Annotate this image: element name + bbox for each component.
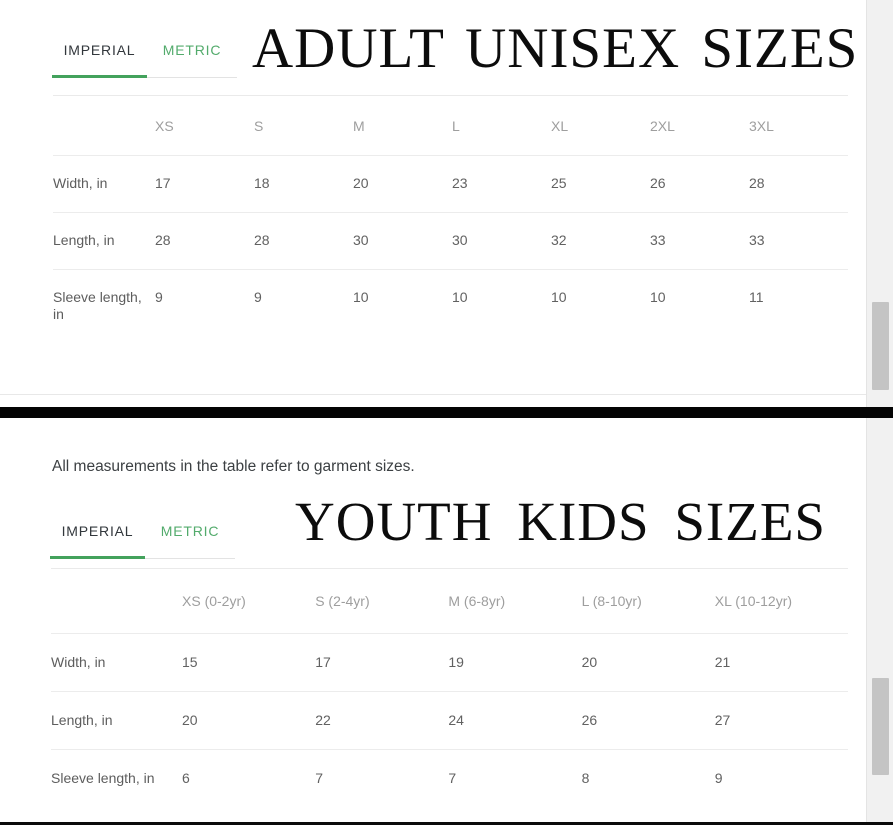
size-column-header: XL (10-12yr) <box>714 568 848 634</box>
section-divider-bar <box>0 407 893 418</box>
table-row: Length, in 20 22 24 26 27 <box>51 691 848 750</box>
size-value: 10 <box>452 289 468 305</box>
tab-metric[interactable]: METRIC <box>162 42 222 58</box>
tab-imperial[interactable]: IMPERIAL <box>61 523 134 539</box>
size-value: 28 <box>155 212 254 270</box>
table-row: Width, in 15 17 19 20 21 <box>51 633 848 692</box>
youth-sizes-panel: All measurements in the table refer to g… <box>0 418 893 822</box>
measurements-note: All measurements in the table refer to g… <box>52 458 415 475</box>
adult-scrollbar-track[interactable] <box>866 0 893 407</box>
youth-scrollbar-thumb[interactable] <box>872 678 889 775</box>
size-value: 24 <box>448 691 582 750</box>
active-tab-underline <box>50 556 145 559</box>
size-value: 26 <box>650 155 749 213</box>
size-value: 23 <box>452 155 551 213</box>
size-value: 30 <box>452 212 551 270</box>
size-column-header: XL <box>551 95 650 156</box>
size-value: 33 <box>650 212 749 270</box>
youth-size-table: XS (0-2yr) S (2-4yr) M (6-8yr) L (8-10yr) XL… <box>51 568 848 807</box>
size-column-header: XS <box>155 95 254 156</box>
size-value: 17 <box>315 633 449 692</box>
size-value: 9 <box>155 289 163 305</box>
measurement-label: Width, in <box>53 155 155 213</box>
size-value: 9 <box>714 770 723 786</box>
adult-sizes-panel: IMPERIAL METRIC ADULT UNISEX SIZES XS S M L… <box>0 0 893 407</box>
size-value: 26 <box>581 691 715 750</box>
size-value: 28 <box>254 212 353 270</box>
size-value: 20 <box>182 691 316 750</box>
size-value: 7 <box>315 770 323 786</box>
measurement-label: Sleeve length, in <box>51 770 155 786</box>
corner-cell <box>51 568 182 634</box>
adult-scrollbar-thumb[interactable] <box>872 302 889 390</box>
size-value: 6 <box>182 770 190 786</box>
size-value: 27 <box>714 691 848 750</box>
active-tab-underline <box>52 75 147 78</box>
size-column-header: L (8-10yr) <box>581 568 715 634</box>
size-value: 20 <box>353 155 452 213</box>
size-column-header: M <box>353 95 452 156</box>
size-value: 17 <box>155 155 254 213</box>
size-column-header: S (2-4yr) <box>315 568 449 634</box>
size-value: 20 <box>581 633 715 692</box>
tab-imperial[interactable]: IMPERIAL <box>63 42 136 58</box>
table-row: Width, in 17 18 20 23 25 26 28 <box>53 155 848 213</box>
inactive-tab-underline <box>147 77 237 78</box>
size-value: 10 <box>353 289 369 305</box>
measurement-label: Length, in <box>51 691 182 750</box>
size-value: 18 <box>254 155 353 213</box>
corner-cell <box>53 95 155 156</box>
inactive-tab-underline <box>145 558 235 559</box>
youth-scrollbar-track[interactable] <box>866 418 893 822</box>
size-value: 32 <box>551 212 650 270</box>
measurement-label: Length, in <box>53 212 155 270</box>
measurement-label: Width, in <box>51 633 182 692</box>
size-column-header: L <box>452 95 551 156</box>
size-value: 28 <box>749 155 848 213</box>
tab-metric[interactable]: METRIC <box>160 523 220 539</box>
table-row: Sleeve length, in 9 9 10 10 10 10 11 <box>53 270 848 344</box>
size-value: 19 <box>448 633 582 692</box>
size-value: 30 <box>353 212 452 270</box>
size-value: 25 <box>551 155 650 213</box>
youth-table-header-row: XS (0-2yr) S (2-4yr) M (6-8yr) L (8-10yr) XL… <box>51 568 848 634</box>
adult-panel-bottom-border <box>0 394 867 395</box>
size-value: 22 <box>315 691 449 750</box>
adult-panel-title: ADULT UNISEX SIZES <box>252 17 859 80</box>
size-value: 21 <box>714 633 848 692</box>
table-row: Length, in 28 28 30 30 32 33 33 <box>53 212 848 270</box>
size-value: 7 <box>448 770 457 786</box>
table-row: Sleeve length, in 6 7 7 8 9 <box>51 750 848 808</box>
size-value: 15 <box>182 633 316 692</box>
adult-size-table: XS S M L XL 2XL 3XL Width, in 17 18 20 23 25 26 28 Len… <box>53 95 848 343</box>
adult-table-header-row: XS S M L XL 2XL 3XL <box>53 95 848 156</box>
size-column-header: 3XL <box>749 95 848 156</box>
youth-panel-title: YOUTH KIDS SIZES <box>295 491 826 552</box>
size-column-header: XS (0-2yr) <box>182 568 316 634</box>
bottom-divider-bar <box>0 822 893 825</box>
size-value: 9 <box>254 289 262 305</box>
size-column-header: S <box>254 95 353 156</box>
size-value: 10 <box>551 289 567 305</box>
size-value: 11 <box>749 289 764 305</box>
size-value: 33 <box>749 212 848 270</box>
measurement-label: Sleeve length, in <box>53 289 142 322</box>
size-value: 8 <box>581 770 590 786</box>
size-column-header: 2XL <box>650 95 749 156</box>
size-column-header: M (6-8yr) <box>448 568 582 634</box>
size-value: 10 <box>650 289 666 305</box>
